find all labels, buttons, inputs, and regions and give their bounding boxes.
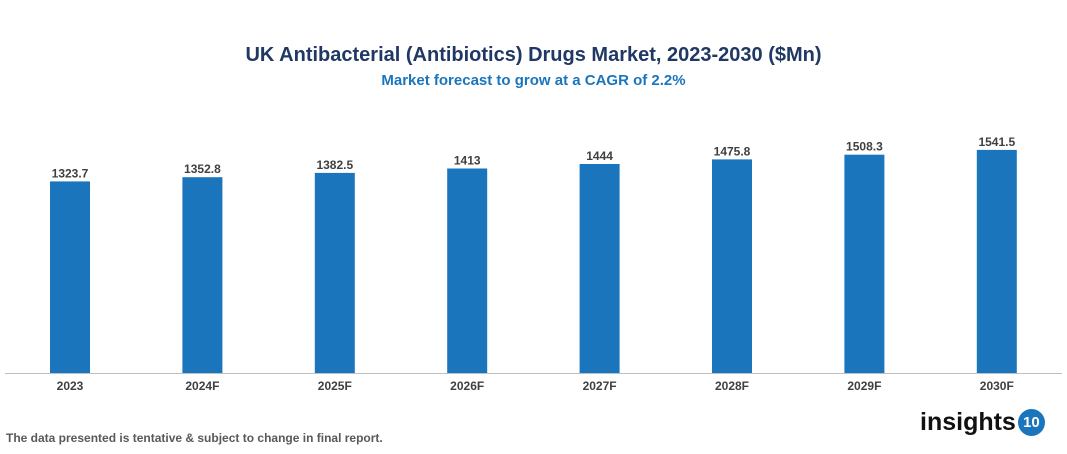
data-label: 1413 (454, 153, 481, 167)
chart-subtitle: Market forecast to grow at a CAGR of 2.2… (381, 72, 686, 89)
bar-2026F (447, 168, 488, 373)
bar-2027F (579, 164, 620, 373)
chart-title: UK Antibacterial (Antibiotics) Drugs Mar… (245, 44, 822, 66)
logo-badge: 10 (1017, 409, 1045, 436)
bar-2025F (314, 172, 355, 373)
x-tick-label: 2027F (583, 379, 617, 393)
bar-2028F (712, 159, 752, 373)
data-label: 1541.5 (978, 135, 1015, 149)
x-tick-label: 2024F (185, 379, 219, 393)
bar-2030F (976, 149, 1017, 373)
data-label: 1508.3 (846, 140, 883, 154)
bar-2024F (182, 177, 223, 373)
x-tick-label: 2028F (715, 379, 749, 393)
x-tick-label: 2029F (847, 379, 881, 393)
data-label: 1323.7 (52, 166, 89, 180)
x-tick-label: 2023 (57, 379, 84, 393)
data-label: 1475.8 (714, 144, 751, 158)
bar-2023 (50, 181, 90, 373)
x-tick-label: 2030F (980, 379, 1014, 393)
x-tick-label: 2026F (450, 379, 484, 393)
disclaimer-note: The data presented is tentative & subjec… (6, 431, 383, 445)
bar-2029F (844, 154, 885, 373)
data-label: 1352.8 (184, 162, 221, 176)
x-tick-label: 2025F (318, 379, 352, 393)
insights10-logo: insights 10 (920, 408, 1045, 437)
logo-text: insights (920, 408, 1016, 436)
data-label: 1444 (586, 149, 613, 163)
data-label: 1382.5 (316, 158, 353, 172)
